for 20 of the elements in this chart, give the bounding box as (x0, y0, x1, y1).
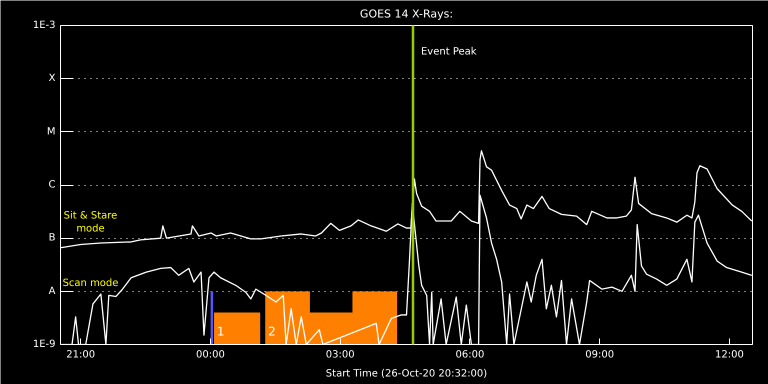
ref-line-label: Event Peak (420, 46, 477, 58)
x-tick-label: 21:00 (66, 350, 96, 360)
y-tick-label: B (48, 232, 56, 244)
x-tick-label: 06:00 (456, 350, 484, 360)
y-tick-label: X (48, 73, 56, 84)
annotation: 1 (216, 324, 225, 338)
y-tick-label: 1E-9 (32, 339, 56, 350)
x-tick-label: 00:00 (196, 350, 225, 360)
chart-title: GOES 14 X-Rays: (360, 8, 454, 20)
y-tick-label: 1E-3 (32, 20, 56, 31)
y-tick-label: M (46, 126, 56, 138)
x-axis-title: Start Time (26-Oct-20 20:32:00) (326, 368, 488, 380)
y-tick-label: A (48, 286, 56, 297)
annotation: Sit & Stare mode (64, 210, 118, 235)
x-tick-label: 12:00 (715, 350, 744, 360)
x-tick-label: 03:00 (326, 350, 355, 360)
x-tick-label: 09:00 (585, 350, 614, 360)
annotation: Scan mode (62, 278, 118, 289)
y-tick-label: C (48, 180, 56, 190)
annotation: 2 (268, 324, 276, 338)
